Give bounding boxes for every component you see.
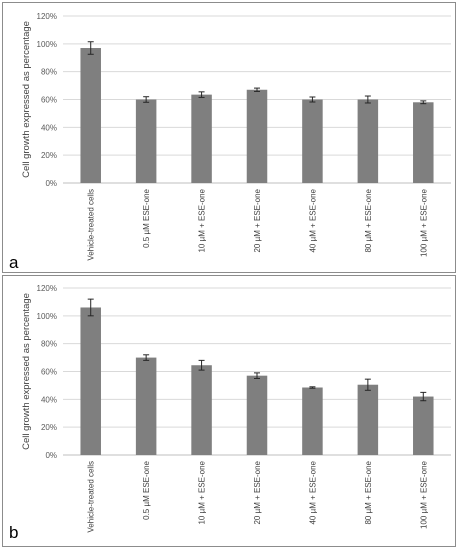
error-bar [254, 87, 260, 92]
error-bar [87, 41, 94, 55]
y-tick-label: 40% [41, 123, 57, 132]
y-tick-label: 80% [41, 340, 57, 349]
error-bar [143, 96, 150, 103]
bar [80, 48, 101, 184]
panel-label: a [9, 253, 19, 272]
bar [80, 307, 101, 455]
x-tick-label: 100 µM + ESE-one [419, 460, 428, 529]
y-tick-label: 100% [37, 312, 57, 321]
x-tick-label: 20 µM + ESE-one [253, 460, 262, 524]
y-tick-label: 80% [41, 68, 57, 77]
error-bar [198, 91, 205, 98]
error-bar [87, 298, 94, 317]
bar [302, 387, 323, 455]
x-tick-label: 10 µM + ESE-one [198, 188, 207, 252]
bar [302, 99, 323, 183]
x-tick-label: 0.5 µM ESE-one [142, 460, 151, 519]
chart-panel-b: 0% 20% 40% 60% 80% 100% 120% Cell growth expres… [2, 275, 456, 547]
bar [246, 375, 268, 455]
x-tick-label: 10 µM + ESE-one [198, 460, 207, 524]
bar [191, 365, 212, 455]
y-axis-label: Cell growth expressed as percentage [21, 293, 32, 450]
bar [191, 94, 212, 183]
bar [413, 396, 434, 455]
y-tick-label: 0% [45, 179, 57, 188]
y-axis-label: Cell growth expressed as percentage [21, 21, 32, 178]
error-bar [198, 359, 205, 371]
bar [357, 99, 379, 183]
x-tick-label: 80 µM + ESE-one [364, 188, 373, 252]
bar-chart-a: 0% 20% 40% 60% 80% 100% 120% Cell growth expres… [9, 12, 451, 272]
error-bar [309, 96, 316, 103]
x-tick-label: 40 µM + ESE-one [308, 460, 317, 524]
error-bar [143, 354, 150, 361]
y-tick-label: 100% [37, 40, 57, 49]
chart-panel-a: 0% 20% 40% 60% 80% 100% 120% Cell growth expres… [2, 2, 456, 273]
y-tick-label: 0% [45, 451, 57, 460]
error-bar [364, 95, 371, 104]
y-tick-label: 120% [37, 12, 57, 21]
x-tick-label: 40 µM + ESE-one [308, 188, 317, 252]
bar [135, 357, 157, 455]
y-tick-label: 20% [41, 423, 57, 432]
x-tick-label: 100 µM + ESE-one [419, 188, 428, 257]
error-bar [254, 372, 260, 379]
bar [413, 102, 434, 183]
bar [246, 89, 268, 183]
y-tick-label: 60% [41, 368, 57, 377]
x-tick-label: Vehicle-treated cells [87, 189, 96, 261]
x-tick-label: 80 µM + ESE-one [364, 460, 373, 524]
bar [135, 99, 157, 183]
x-tick-label: Vehicle-treated cells [87, 461, 96, 533]
panel-label: b [9, 523, 18, 542]
bar-chart-b: 0% 20% 40% 60% 80% 100% 120% Cell growth expres… [9, 284, 451, 542]
y-tick-label: 40% [41, 395, 57, 404]
x-tick-label: 0.5 µM ESE-one [142, 188, 151, 247]
x-tick-label: 20 µM + ESE-one [253, 188, 262, 252]
y-tick-label: 120% [37, 284, 57, 293]
error-bar [420, 100, 427, 105]
bar [357, 384, 379, 455]
error-bar [309, 386, 316, 389]
error-bar [364, 378, 371, 391]
y-tick-label: 20% [41, 151, 57, 160]
error-bar [420, 391, 427, 402]
y-tick-label: 60% [41, 96, 57, 105]
